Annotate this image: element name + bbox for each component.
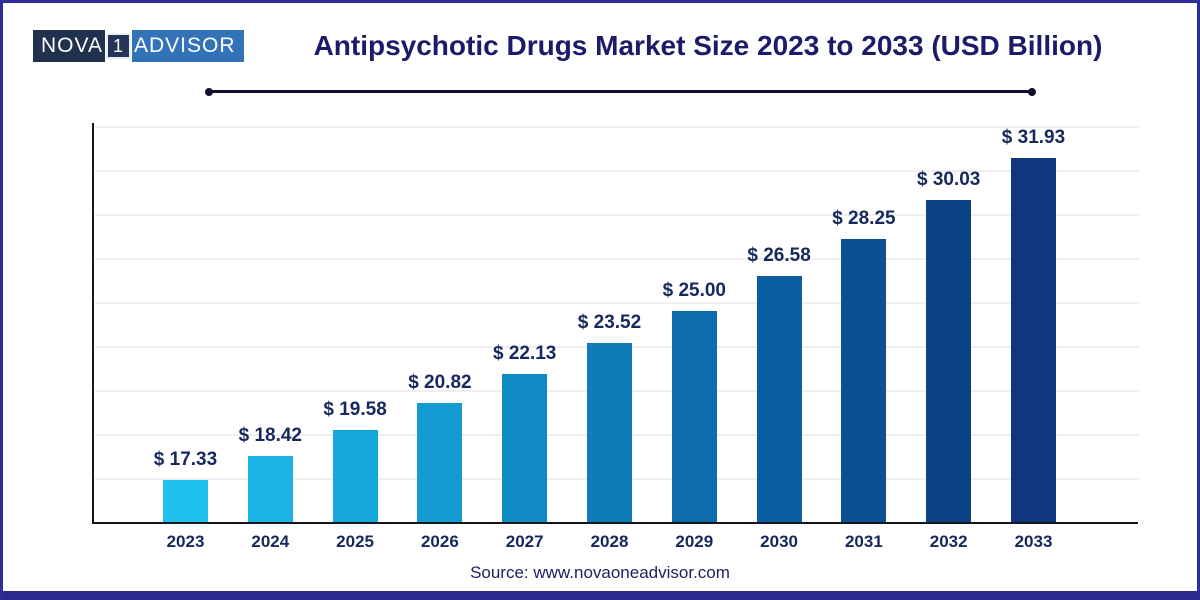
bar-2026 <box>417 403 463 522</box>
bar-2025 <box>332 430 378 522</box>
x-axis-tick-label: 2023 <box>166 532 205 551</box>
bar-2030 <box>756 276 802 522</box>
bar-value-label: $ 17.33 <box>153 449 218 470</box>
x-axis-tick-label: 2033 <box>1014 532 1053 551</box>
x-axis-tick-label: 2027 <box>505 532 544 551</box>
chart-title: Antipsychotic Drugs Market Size 2023 to … <box>313 30 1103 61</box>
gridline <box>95 126 1139 128</box>
x-axis-tick-label: 2029 <box>675 532 714 551</box>
bar-value-label: $ 30.03 <box>916 169 981 190</box>
brand-logo: NOVA 1 ADVISOR <box>33 30 244 62</box>
title-underline <box>205 87 1036 96</box>
bar-2033 <box>1011 158 1056 522</box>
plot-area: $ 17.33 2023 $ 18.42 2024 $ 19.58 2025 $ 20.82… <box>3 3 1197 591</box>
bar-value-label: $ 25.00 <box>662 280 726 301</box>
logo-number-one-badge: 1 <box>105 33 131 59</box>
bar-2023 <box>163 480 208 522</box>
x-axis-tick-label: 2032 <box>929 532 968 551</box>
gridline <box>95 170 1139 172</box>
bar-value-label: $ 26.58 <box>747 245 811 266</box>
underline-left-dot <box>205 87 213 96</box>
y-axis-line <box>92 123 94 524</box>
source-text: Source: www.novaoneadvisor.com <box>470 563 730 582</box>
x-axis-tick-label: 2025 <box>336 532 374 551</box>
x-axis-tick-label: 2028 <box>590 532 629 551</box>
gridline <box>95 302 1139 304</box>
bar-2028 <box>587 343 632 522</box>
bar-value-label: $ 22.13 <box>492 343 557 364</box>
bar-value-label: $ 31.93 <box>1001 127 1066 148</box>
x-axis-tick-label: 2024 <box>251 532 290 551</box>
gridline <box>95 258 1139 260</box>
bar-2029 <box>671 311 717 522</box>
bar-value-label: $ 20.82 <box>408 372 472 393</box>
x-axis-tick-label: 2031 <box>844 532 883 551</box>
x-axis-tick-label: 2030 <box>760 532 798 551</box>
bar-value-label: $ 18.42 <box>238 425 302 446</box>
logo-text-nova: NOVA <box>33 30 105 62</box>
bar-2024 <box>247 456 293 522</box>
x-axis-tick-label: 2026 <box>420 532 459 551</box>
bar-2032 <box>926 200 972 522</box>
logo-text-advisor: ADVISOR <box>131 30 244 62</box>
bar-value-label: $ 23.52 <box>577 312 642 333</box>
gridline <box>95 214 1139 216</box>
bar-value-label: $ 19.58 <box>323 399 387 420</box>
bar-value-label: $ 28.25 <box>832 208 896 229</box>
x-axis-line <box>92 522 1138 524</box>
bar-2031 <box>841 239 887 522</box>
bar-2027 <box>502 374 548 522</box>
underline-right-dot <box>1028 87 1036 96</box>
